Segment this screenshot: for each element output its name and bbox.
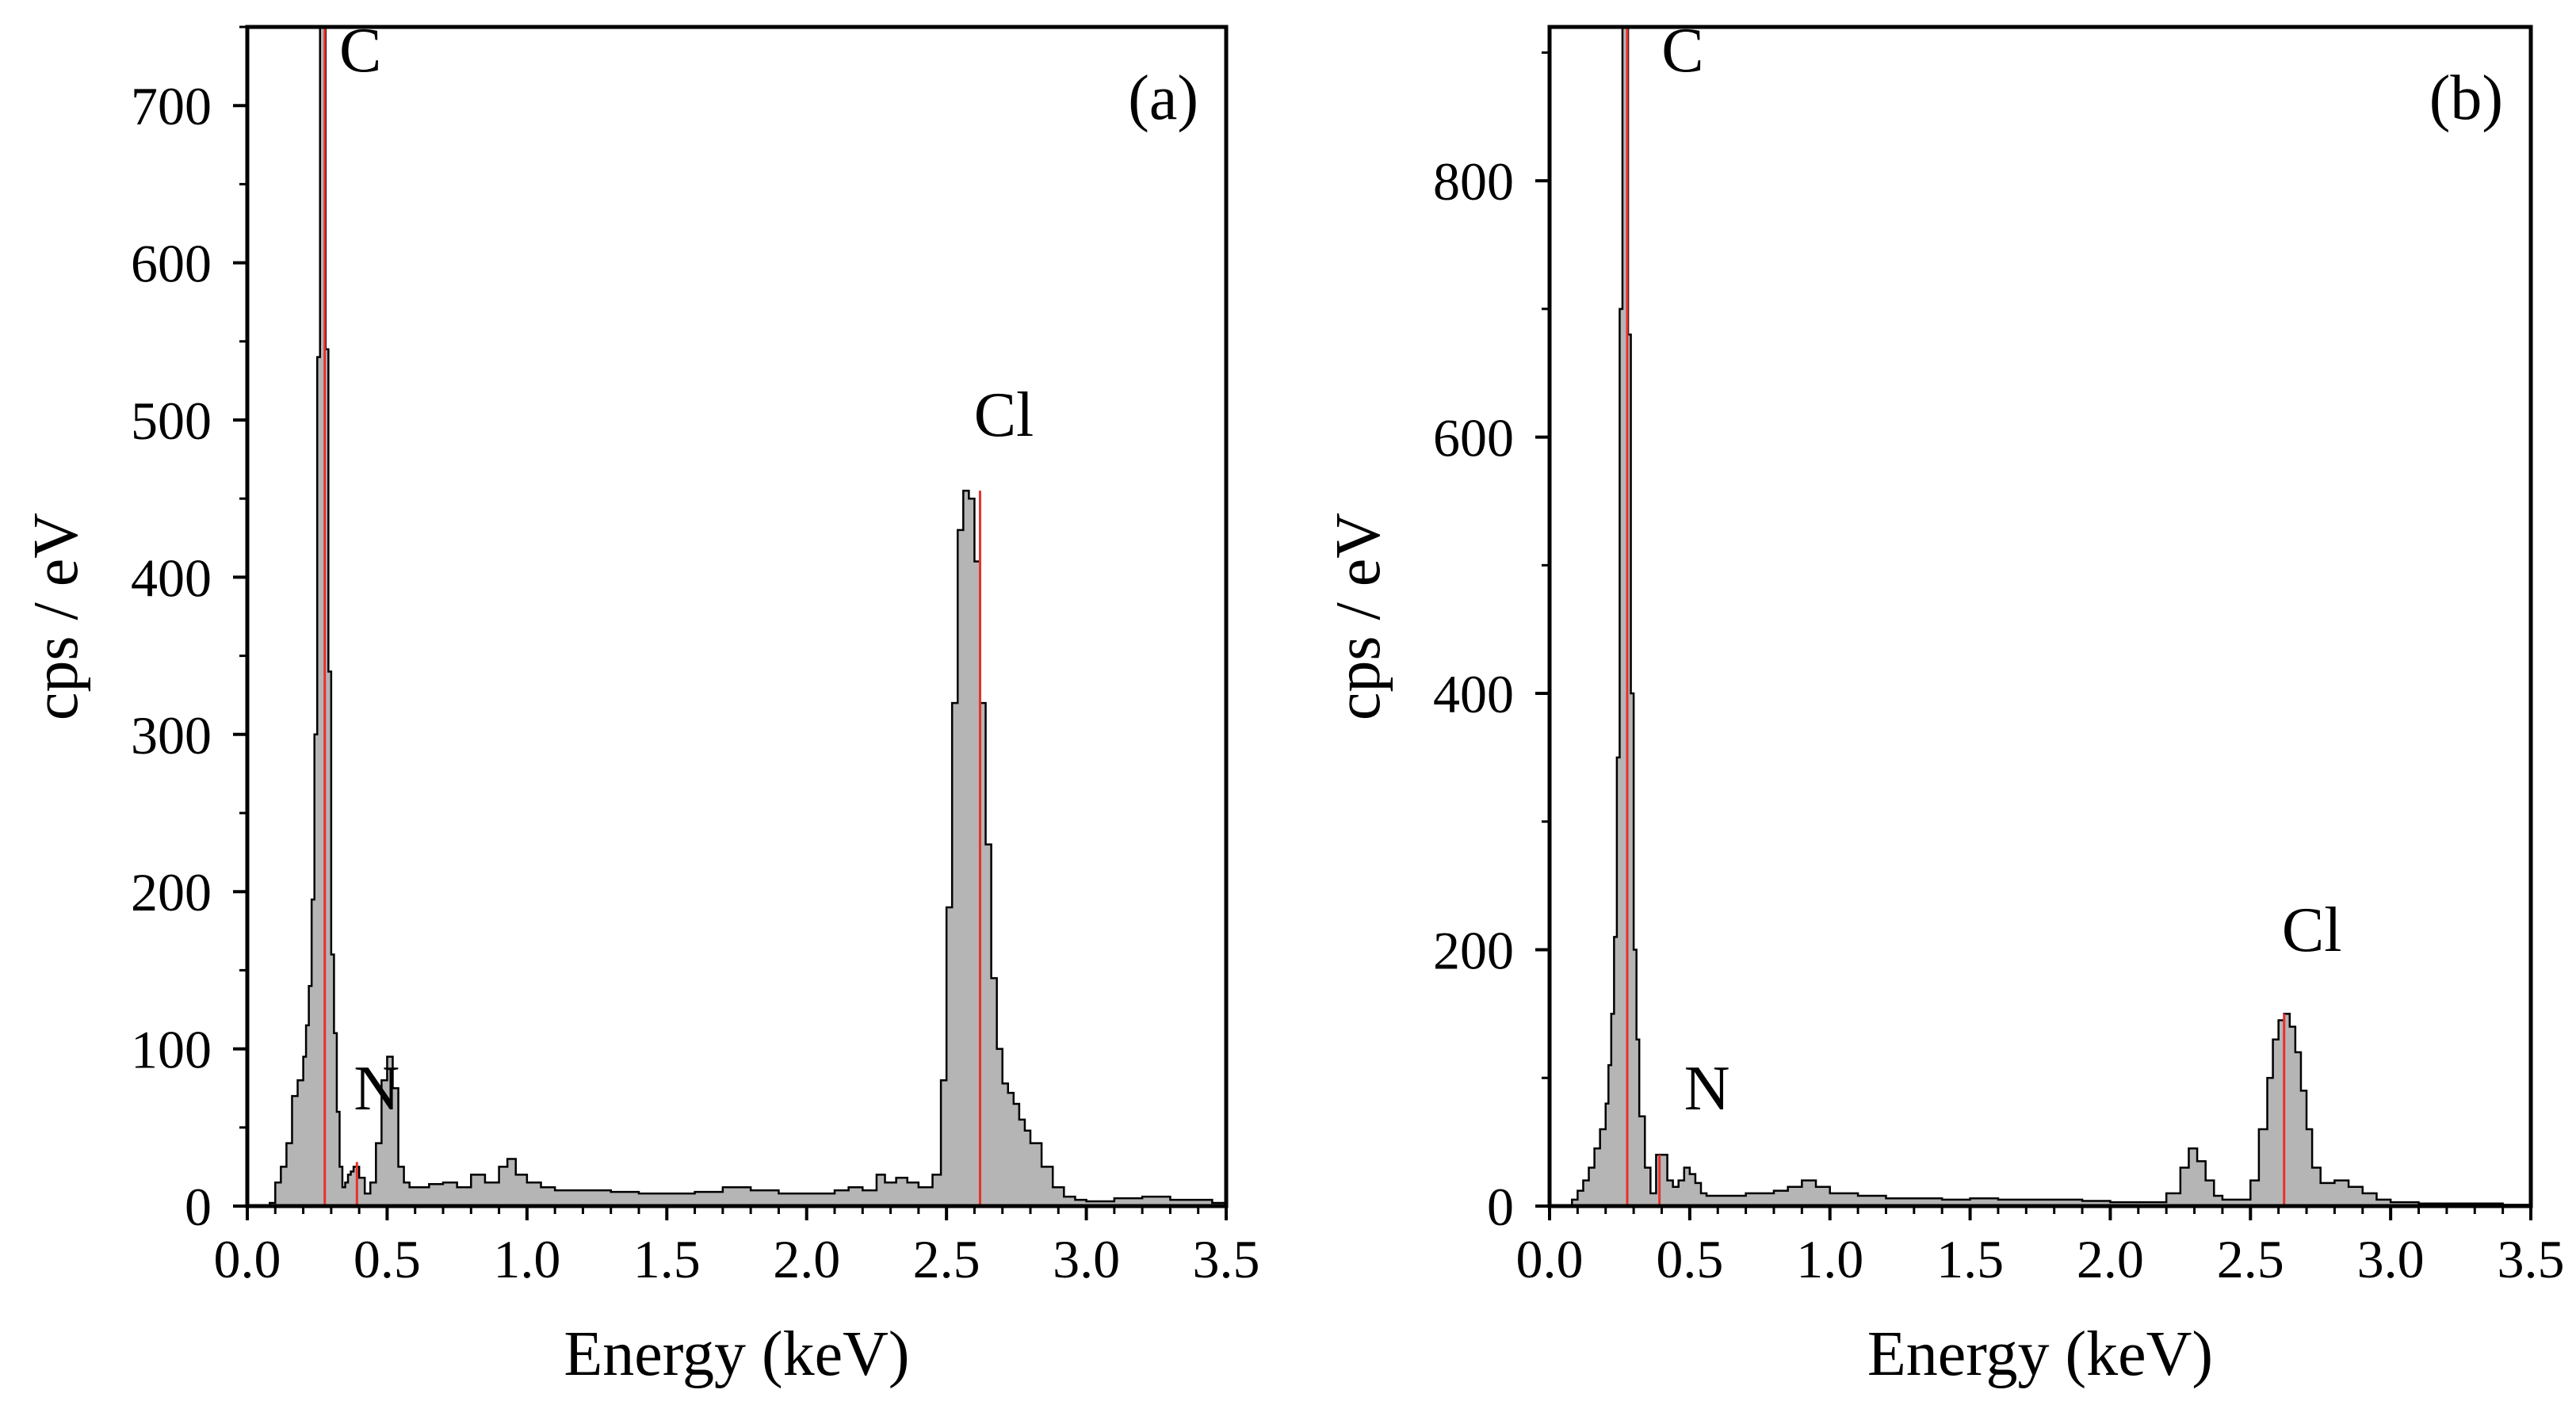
x-tick-label: 3.5 xyxy=(2498,1229,2565,1289)
panel-label: (b) xyxy=(2429,63,2503,133)
peak-label-n: N xyxy=(354,1054,399,1124)
x-tick-label: 2.5 xyxy=(2217,1229,2284,1289)
y-tick-label: 500 xyxy=(131,391,212,451)
y-tick-label: 100 xyxy=(131,1020,212,1080)
y-tick-label: 0 xyxy=(1487,1177,1514,1237)
peak-label-cl: Cl xyxy=(974,380,1034,450)
peak-label-cl: Cl xyxy=(2282,895,2342,965)
x-tick-label: 0.0 xyxy=(1516,1229,1584,1289)
x-tick-label: 2.0 xyxy=(773,1229,840,1289)
y-tick-label: 600 xyxy=(131,234,212,294)
y-tick-label: 200 xyxy=(131,862,212,922)
peak-label-n: N xyxy=(1684,1054,1730,1124)
y-tick-label: 400 xyxy=(131,548,212,608)
y-axis-title: cps / eV xyxy=(21,513,91,720)
x-tick-label: 3.0 xyxy=(1053,1229,1120,1289)
x-tick-label: 2.5 xyxy=(913,1229,980,1289)
x-tick-label: 0.0 xyxy=(214,1229,281,1289)
plot-frame xyxy=(1547,25,2533,1208)
y-tick-label: 400 xyxy=(1433,664,1514,724)
y-tick-label: 700 xyxy=(131,76,212,136)
x-tick-label: 1.5 xyxy=(1936,1229,2004,1289)
panel-label: (a) xyxy=(1128,63,1198,133)
x-tick-label: 1.0 xyxy=(493,1229,560,1289)
x-tick-label: 3.0 xyxy=(2357,1229,2425,1289)
y-tick-label: 800 xyxy=(1433,151,1514,212)
x-tick-label: 3.5 xyxy=(1193,1229,1260,1289)
x-tick-label: 2.0 xyxy=(2077,1229,2144,1289)
x-tick-label: 0.5 xyxy=(1656,1229,1723,1289)
x-tick-label: 0.5 xyxy=(354,1229,421,1289)
x-tick-label: 1.5 xyxy=(633,1229,701,1289)
plot-frame xyxy=(245,25,1229,1208)
y-tick-label: 0 xyxy=(185,1177,212,1237)
y-tick-label: 300 xyxy=(131,705,212,765)
x-tick-label: 1.0 xyxy=(1796,1229,1863,1289)
spectrum-series xyxy=(1550,27,2531,1206)
y-tick-label: 200 xyxy=(1433,921,1514,981)
x-axis-title: Energy (keV) xyxy=(564,1319,909,1389)
spectrum-series xyxy=(247,27,1226,1206)
y-tick-label: 600 xyxy=(1433,408,1514,468)
y-axis-title: cps / eV xyxy=(1324,513,1393,720)
x-axis-title: Energy (keV) xyxy=(1867,1319,2213,1389)
